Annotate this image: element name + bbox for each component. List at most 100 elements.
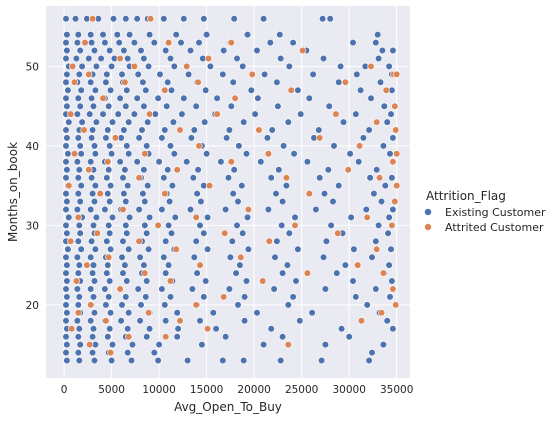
point-existing bbox=[113, 30, 121, 39]
point-existing bbox=[120, 46, 128, 55]
point-existing bbox=[63, 70, 71, 78]
point-existing bbox=[366, 174, 374, 182]
point-existing bbox=[142, 293, 150, 301]
point-attrited bbox=[176, 126, 184, 134]
point-existing bbox=[87, 285, 95, 293]
point-existing bbox=[167, 229, 176, 237]
point-existing bbox=[350, 245, 358, 253]
point-existing bbox=[247, 86, 255, 94]
point-existing bbox=[156, 70, 164, 78]
point-existing bbox=[92, 62, 100, 71]
x-tick-label: 10000 bbox=[142, 384, 175, 396]
point-attrited bbox=[248, 70, 256, 78]
point-existing bbox=[74, 349, 82, 357]
point-existing bbox=[74, 269, 82, 277]
point-existing bbox=[122, 197, 130, 206]
point-existing bbox=[335, 78, 343, 86]
point-attrited bbox=[356, 142, 364, 150]
point-existing bbox=[135, 205, 143, 214]
point-existing bbox=[325, 102, 333, 110]
point-existing bbox=[166, 197, 174, 206]
point-existing bbox=[195, 38, 203, 47]
point-attrited bbox=[86, 341, 94, 349]
point-attrited bbox=[68, 325, 76, 333]
point-existing bbox=[140, 54, 148, 63]
point-existing bbox=[173, 333, 181, 341]
point-existing bbox=[121, 166, 129, 174]
point-existing bbox=[62, 349, 70, 357]
point-existing bbox=[174, 325, 182, 333]
point-existing bbox=[76, 142, 84, 150]
point-existing bbox=[282, 182, 291, 190]
point-existing bbox=[102, 134, 110, 142]
point-existing bbox=[166, 293, 175, 301]
point-existing bbox=[120, 126, 128, 134]
point-attrited bbox=[393, 182, 401, 190]
point-attrited bbox=[259, 277, 267, 285]
point-existing bbox=[121, 261, 129, 269]
point-existing bbox=[187, 134, 195, 142]
point-attrited bbox=[244, 205, 252, 214]
point-existing bbox=[140, 261, 148, 269]
x-tick-label: 5000 bbox=[98, 384, 125, 396]
point-attrited bbox=[332, 110, 340, 118]
point-existing bbox=[166, 142, 175, 150]
point-existing bbox=[294, 245, 302, 253]
point-existing bbox=[90, 197, 99, 206]
point-existing bbox=[116, 94, 124, 102]
point-existing bbox=[341, 261, 350, 269]
point-existing bbox=[103, 70, 111, 78]
point-existing bbox=[327, 221, 335, 229]
point-existing bbox=[170, 62, 178, 71]
point-attrited bbox=[194, 78, 202, 86]
point-existing bbox=[172, 30, 180, 39]
point-existing bbox=[346, 150, 354, 158]
legend-label-existing: Existing Customer bbox=[445, 206, 546, 219]
point-existing bbox=[387, 245, 395, 253]
point-existing bbox=[376, 78, 385, 86]
point-attrited bbox=[192, 301, 200, 309]
point-existing bbox=[127, 356, 136, 365]
point-existing bbox=[92, 118, 100, 126]
point-existing bbox=[161, 301, 169, 309]
point-existing bbox=[198, 341, 206, 349]
point-existing bbox=[87, 38, 96, 47]
point-existing bbox=[170, 150, 178, 158]
point-existing bbox=[289, 38, 297, 47]
point-attrited bbox=[141, 150, 149, 158]
point-existing bbox=[101, 38, 109, 47]
point-attrited bbox=[162, 333, 170, 341]
point-attrited bbox=[195, 142, 203, 150]
point-existing bbox=[102, 78, 110, 86]
point-existing bbox=[370, 190, 378, 198]
point-existing bbox=[241, 293, 249, 301]
point-existing bbox=[160, 174, 168, 182]
x-tick-label: 35000 bbox=[380, 384, 413, 396]
point-existing bbox=[251, 110, 259, 118]
point-existing bbox=[77, 150, 85, 158]
point-existing bbox=[63, 261, 71, 269]
point-existing bbox=[62, 54, 70, 63]
point-existing bbox=[137, 301, 145, 309]
point-existing bbox=[122, 102, 130, 110]
point-existing bbox=[146, 30, 154, 39]
point-existing bbox=[192, 102, 200, 110]
point-attrited bbox=[196, 261, 204, 269]
point-attrited bbox=[344, 166, 352, 174]
point-existing bbox=[76, 341, 84, 349]
point-existing bbox=[154, 94, 162, 102]
point-existing bbox=[87, 94, 96, 102]
point-attrited bbox=[135, 174, 143, 182]
point-existing bbox=[124, 349, 132, 357]
point-attrited bbox=[373, 245, 381, 253]
point-existing bbox=[74, 301, 82, 309]
point-existing bbox=[294, 86, 302, 94]
point-existing bbox=[387, 110, 395, 118]
point-existing bbox=[118, 70, 126, 78]
point-existing bbox=[63, 30, 71, 39]
point-existing bbox=[72, 54, 80, 63]
point-existing bbox=[383, 118, 391, 126]
point-existing bbox=[379, 142, 388, 150]
point-attrited bbox=[119, 205, 127, 214]
